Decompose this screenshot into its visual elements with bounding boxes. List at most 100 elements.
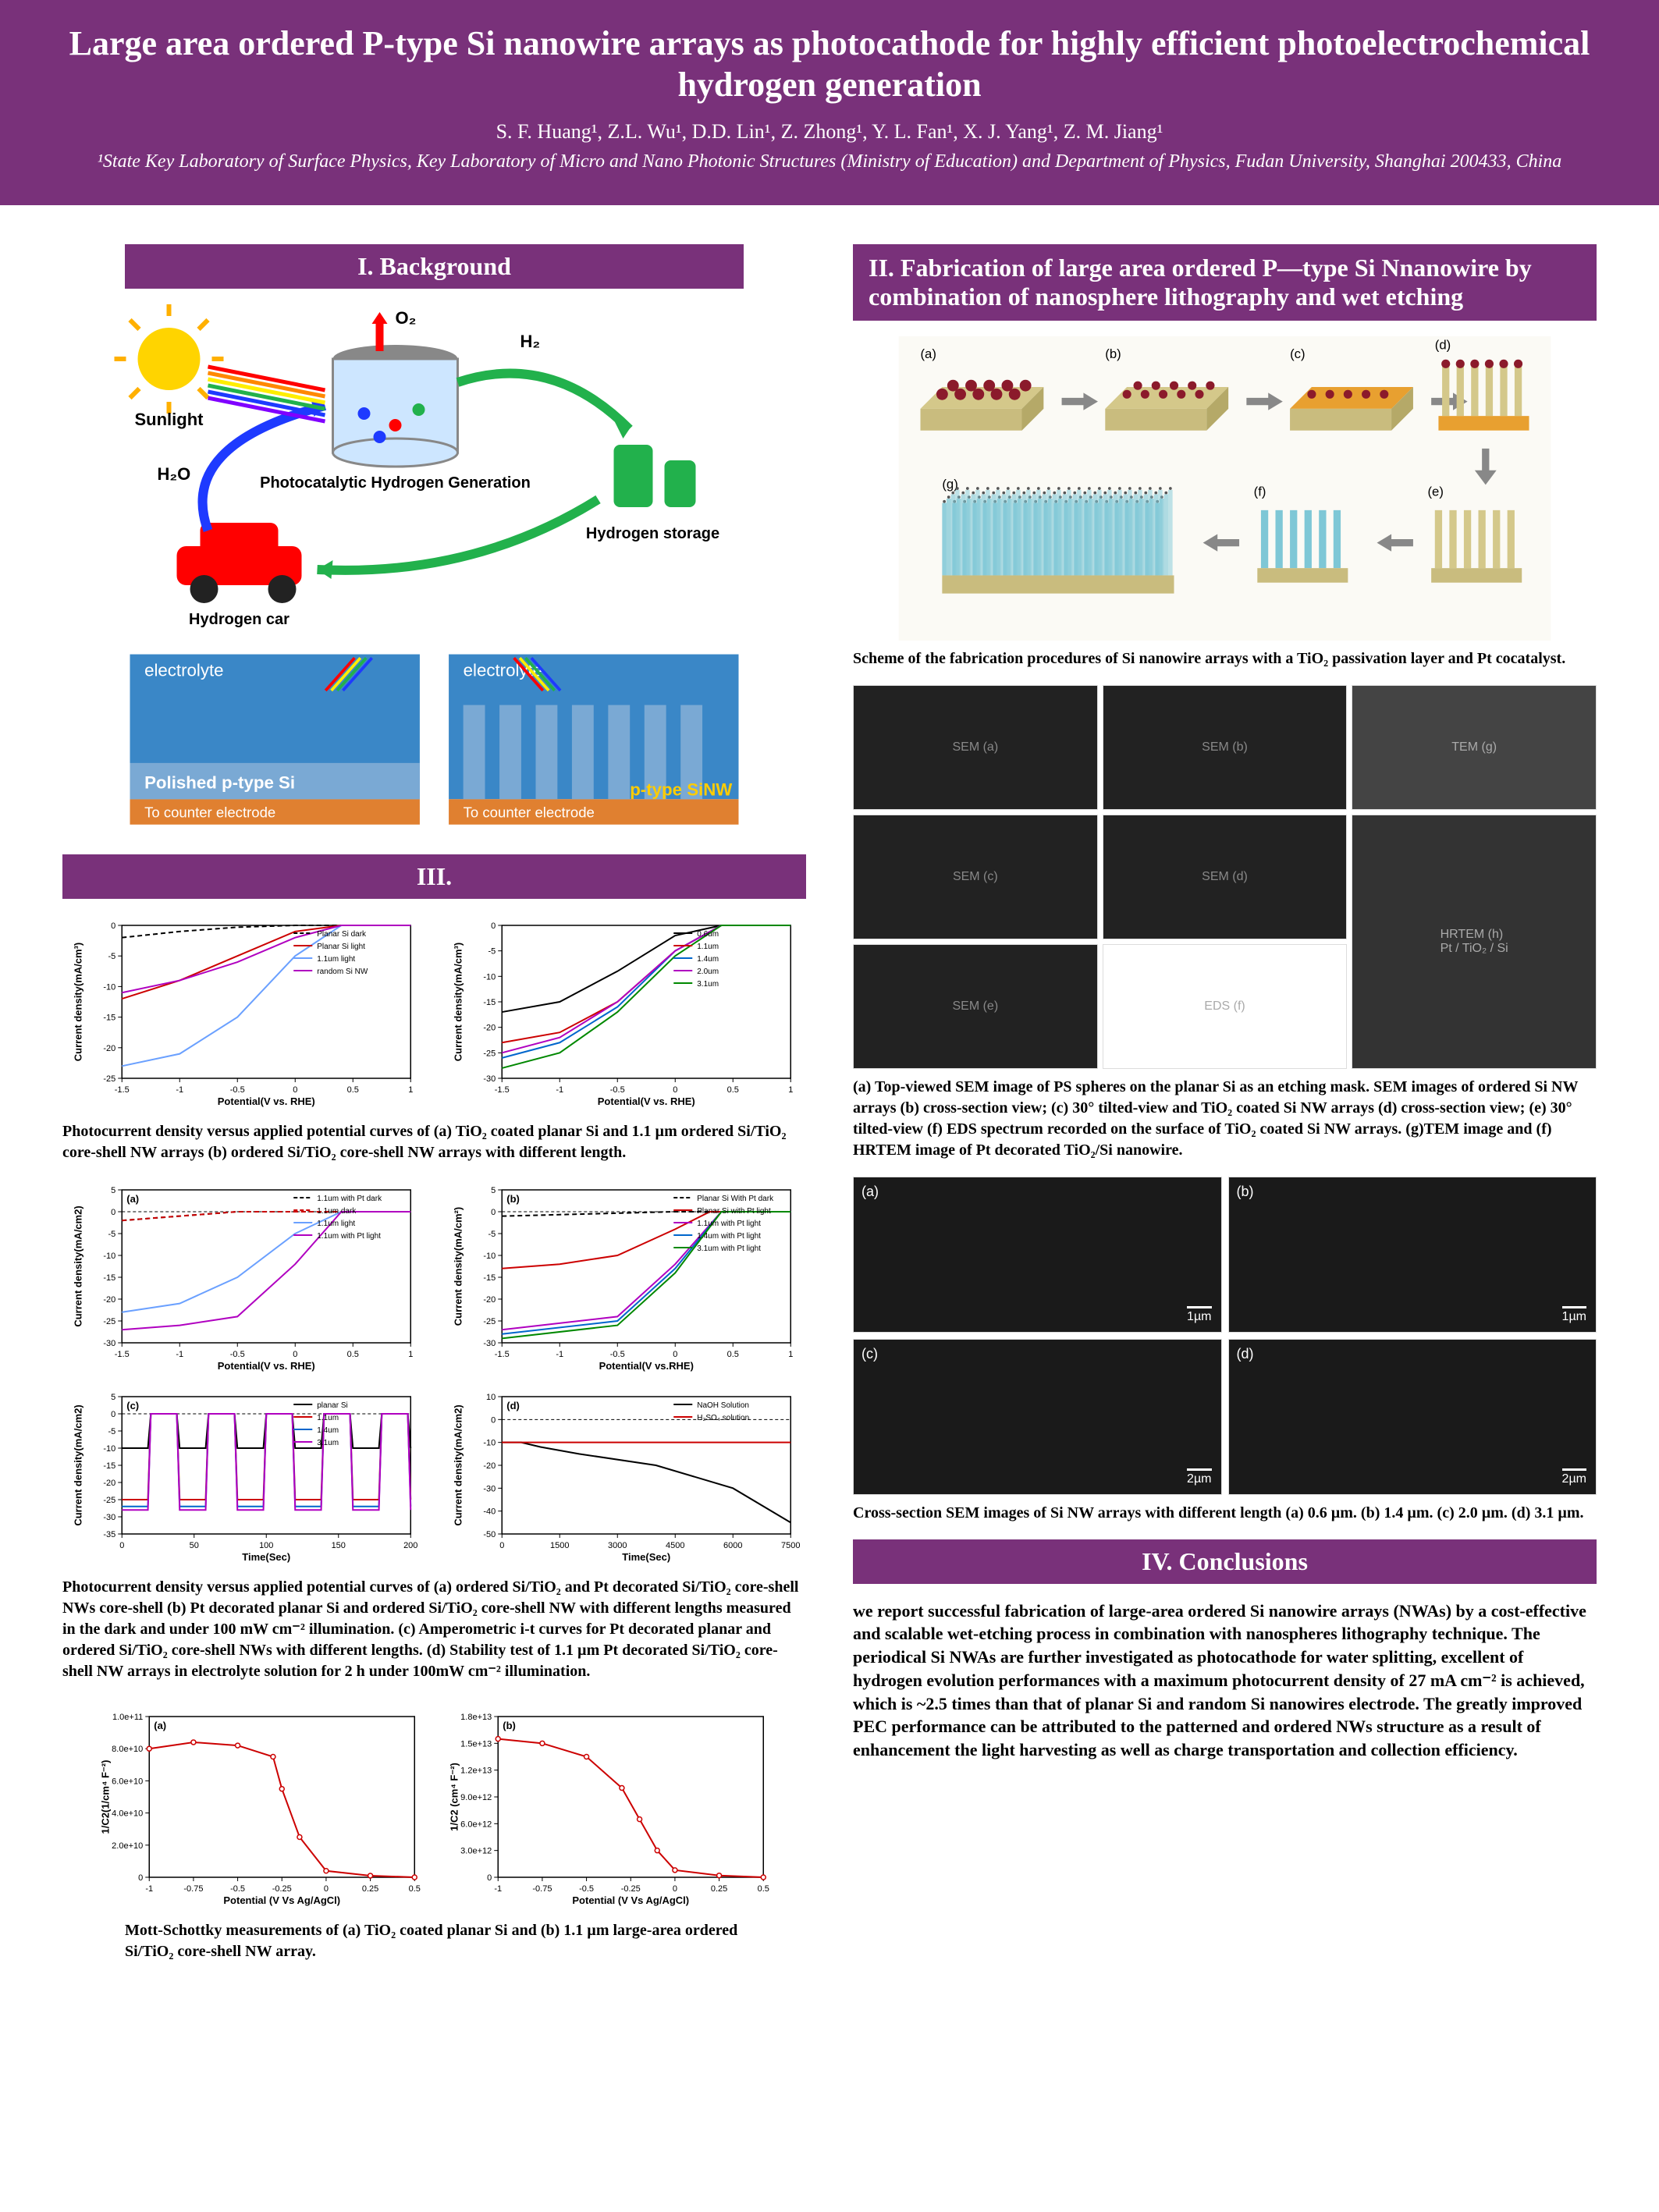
svg-text:(a): (a) [126, 1193, 139, 1205]
svg-text:H₂SO₄ solution: H₂SO₄ solution [697, 1414, 749, 1422]
svg-text:0: 0 [111, 921, 115, 931]
svg-text:1.1um: 1.1um [697, 943, 719, 951]
svg-text:-1: -1 [556, 1350, 563, 1359]
svg-text:2.0um: 2.0um [697, 968, 719, 976]
svg-text:3.1um: 3.1um [317, 1439, 339, 1447]
section-4-heading: IV. Conclusions [853, 1539, 1597, 1584]
chart-mott-a: -1-0.75-0.5-0.2500.250.502.0e+104.0e+106… [94, 1706, 427, 1912]
svg-text:0: 0 [672, 1884, 677, 1894]
svg-text:-0.75: -0.75 [183, 1884, 203, 1894]
svg-text:(d): (d) [506, 1400, 520, 1411]
svg-text:O₂: O₂ [396, 308, 417, 328]
caption-mott: Mott-Schottky measurements of (a) TiO₂ c… [125, 1920, 744, 1962]
svg-text:Planar Si light: Planar Si light [317, 943, 365, 951]
svg-text:8.0e+10: 8.0e+10 [112, 1745, 143, 1754]
caption-jv2: Photocurrent density versus applied pote… [62, 1577, 806, 1682]
svg-text:-10: -10 [483, 972, 496, 982]
svg-text:50: 50 [190, 1541, 199, 1550]
chart-jv-a: -1.5-1-0.500.51-25-20-15-10-50Planar Si … [62, 914, 427, 1113]
svg-text:-15: -15 [483, 998, 496, 1007]
svg-text:To counter electrode: To counter electrode [144, 804, 275, 820]
svg-text:-20: -20 [103, 1479, 115, 1488]
svg-text:1.4um: 1.4um [697, 955, 719, 964]
svg-text:1: 1 [788, 1085, 793, 1095]
svg-text:-5: -5 [108, 1427, 115, 1436]
svg-text:1.0e+11: 1.0e+11 [112, 1713, 143, 1722]
svg-text:1.1um with Pt light: 1.1um with Pt light [317, 1232, 381, 1241]
svg-text:1.8e+13: 1.8e+13 [460, 1713, 492, 1722]
svg-text:-0.75: -0.75 [532, 1884, 552, 1894]
svg-text:Potential (V Vs Ag/AgCl): Potential (V Vs Ag/AgCl) [223, 1894, 340, 1906]
svg-text:-25: -25 [103, 1496, 115, 1505]
svg-text:-25: -25 [483, 1317, 496, 1326]
svg-text:Time(Sec): Time(Sec) [242, 1551, 290, 1563]
svg-text:-15: -15 [483, 1273, 496, 1283]
svg-text:-1.5: -1.5 [494, 1350, 509, 1359]
svg-text:-30: -30 [483, 1339, 496, 1348]
svg-text:(a): (a) [921, 346, 936, 361]
svg-text:(g): (g) [942, 477, 957, 492]
svg-text:-0.5: -0.5 [609, 1350, 624, 1359]
svg-text:Current density(mA/cm³): Current density(mA/cm³) [452, 943, 464, 1061]
svg-text:(f): (f) [1254, 484, 1266, 499]
svg-text:To counter electrode: To counter electrode [464, 804, 595, 820]
svg-text:(c): (c) [1290, 346, 1305, 361]
svg-text:-5: -5 [108, 952, 115, 961]
svg-text:Potential(V vs. RHE): Potential(V vs. RHE) [218, 1095, 315, 1107]
svg-text:Current density(mA/cm²): Current density(mA/cm²) [452, 1207, 464, 1326]
svg-text:-25: -25 [103, 1317, 115, 1326]
svg-text:-25: -25 [483, 1049, 496, 1058]
svg-text:0: 0 [119, 1541, 124, 1550]
svg-text:p-type SiNW: p-type SiNW [630, 779, 732, 799]
svg-text:(e): (e) [1428, 484, 1444, 499]
chart-stability-d: 015003000450060007500-50-40-30-20-10010N… [442, 1386, 807, 1569]
affiliation: ¹State Key Laboratory of Surface Physics… [47, 150, 1612, 174]
svg-text:1: 1 [408, 1085, 413, 1095]
svg-text:150: 150 [332, 1541, 346, 1550]
svg-text:0.6um: 0.6um [697, 930, 719, 939]
svg-text:Sunlight: Sunlight [135, 410, 204, 429]
svg-text:-0.5: -0.5 [230, 1085, 245, 1095]
svg-text:H₂: H₂ [520, 332, 541, 351]
svg-text:0: 0 [487, 1873, 492, 1883]
caption-jv1: Photocurrent density versus applied pote… [62, 1121, 806, 1163]
svg-text:0.25: 0.25 [710, 1884, 726, 1894]
svg-text:-0.5: -0.5 [609, 1085, 624, 1095]
svg-text:-30: -30 [483, 1074, 496, 1084]
chart-it-c: 050100150200-35-30-25-20-15-10-505planar… [62, 1386, 427, 1569]
svg-text:0: 0 [673, 1350, 677, 1359]
svg-text:9.0e+12: 9.0e+12 [460, 1793, 492, 1802]
left-column: I. Background Sunlight Photocatalytic Hy… [62, 244, 806, 1978]
svg-text:0.25: 0.25 [362, 1884, 378, 1894]
svg-text:0.5: 0.5 [757, 1884, 769, 1894]
caption-sem-panel: (a) Top-viewed SEM image of PS spheres o… [853, 1077, 1597, 1161]
svg-text:-40: -40 [483, 1507, 496, 1516]
svg-text:-30: -30 [483, 1484, 496, 1493]
svg-text:-20: -20 [103, 1044, 115, 1053]
svg-text:1.1um light: 1.1um light [317, 955, 355, 964]
svg-text:1.1um light: 1.1um light [317, 1220, 355, 1228]
svg-text:-35: -35 [103, 1530, 115, 1539]
chart-jv2-a: -1.5-1-0.500.51-30-25-20-15-10-5051.1um … [62, 1179, 427, 1378]
svg-text:-15: -15 [103, 1273, 115, 1283]
svg-text:-0.25: -0.25 [620, 1884, 640, 1894]
svg-text:Current density(mA/cm2): Current density(mA/cm2) [72, 1404, 83, 1525]
svg-text:Potential (V Vs Ag/AgCl): Potential (V Vs Ag/AgCl) [572, 1894, 689, 1906]
svg-text:-20: -20 [483, 1023, 496, 1032]
chart-mott-b: -1-0.75-0.5-0.2500.250.503.0e+126.0e+129… [442, 1706, 776, 1912]
svg-text:2.0e+10: 2.0e+10 [112, 1841, 143, 1851]
svg-text:-1.5: -1.5 [115, 1350, 130, 1359]
chart-jv2-b: -1.5-1-0.500.51-30-25-20-15-10-505Planar… [442, 1179, 807, 1378]
svg-text:0: 0 [673, 1085, 677, 1095]
svg-text:Planar Si dark: Planar Si dark [317, 930, 367, 939]
svg-text:-15: -15 [103, 1013, 115, 1022]
svg-text:-10: -10 [103, 982, 115, 992]
svg-text:Current density(mA/cm2): Current density(mA/cm2) [452, 1404, 464, 1525]
svg-text:1.4um with Pt light: 1.4um with Pt light [697, 1232, 761, 1241]
svg-text:-10: -10 [103, 1444, 115, 1454]
svg-text:random Si NW: random Si NW [317, 968, 368, 976]
svg-text:7500: 7500 [781, 1541, 800, 1550]
svg-text:-30: -30 [103, 1339, 115, 1348]
svg-text:-25: -25 [103, 1074, 115, 1084]
svg-text:-20: -20 [103, 1295, 115, 1305]
